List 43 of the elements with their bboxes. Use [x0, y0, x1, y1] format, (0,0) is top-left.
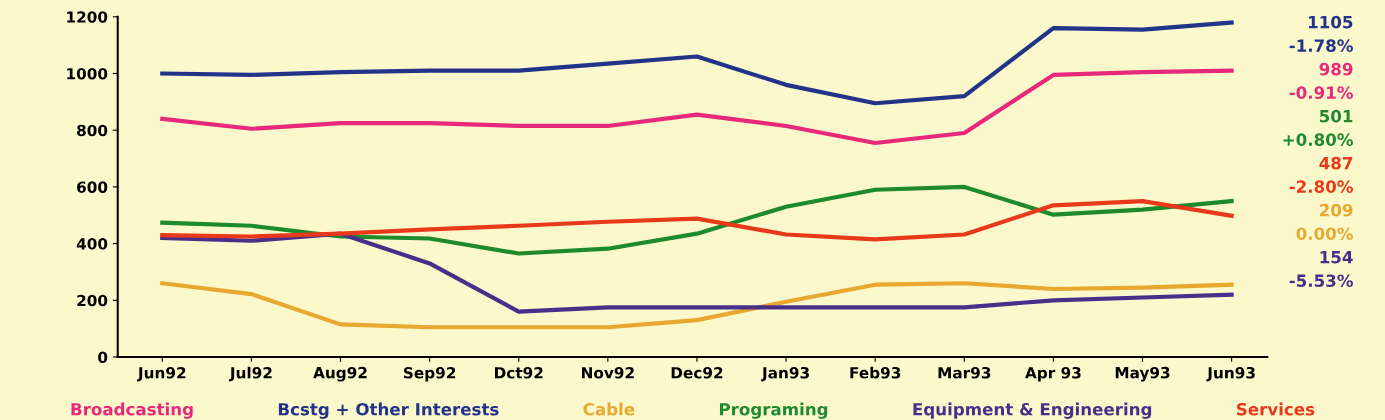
x-tick-label: Sep92 — [403, 366, 456, 382]
text: Equipment & Engineering — [913, 402, 1152, 419]
text: Bcstg + Other Interests — [278, 402, 499, 419]
text: Broadcasting — [71, 402, 193, 419]
x-tick-label: Dct92 — [494, 366, 543, 379]
text: -0.91% — [1289, 86, 1353, 99]
line-series — [160, 20, 1234, 106]
y-tick-label: 200 — [77, 294, 108, 307]
text: 487 — [1319, 156, 1353, 170]
text: Services — [1237, 402, 1315, 416]
x-tick-label: Jul92 — [229, 366, 272, 382]
x-tick-label: Jun93 — [1206, 366, 1255, 382]
x-tick-label: Nov92 — [582, 366, 634, 379]
line-series — [160, 198, 1234, 242]
x-tick-label: Jan93 — [761, 366, 809, 382]
y-tick-label: 0 — [98, 351, 108, 364]
x-tick-label: Feb93 — [850, 366, 901, 379]
y-tick-label: 1200 — [67, 11, 108, 23]
x-tick-label: Aug92 — [313, 366, 367, 382]
text: Programing — [719, 402, 828, 419]
text: 1105 — [1308, 15, 1353, 29]
text: -2.80% — [1289, 180, 1353, 193]
x-tick-label: Apr 93 — [1025, 366, 1081, 382]
text: 989 — [1319, 62, 1353, 76]
text: -1.78% — [1289, 39, 1353, 52]
text: Cable — [583, 402, 635, 416]
line-series — [160, 184, 1234, 256]
x-tick-label: Mar93 — [938, 366, 991, 379]
y-tick-label: 400 — [76, 238, 108, 250]
line-series — [160, 281, 1234, 330]
text: 501 — [1319, 109, 1353, 123]
x-tick-label: Dec92 — [671, 366, 723, 379]
y-tick-label: 600 — [77, 181, 108, 193]
text: -5.53% — [1289, 274, 1353, 287]
text: 0.00% — [1296, 227, 1353, 240]
text: 209 — [1320, 203, 1353, 217]
text: 154 — [1320, 251, 1353, 264]
text: +0.80% — [1283, 133, 1353, 146]
y-tick-label: 1000 — [67, 67, 108, 80]
x-tick-label: Jun92 — [137, 366, 186, 382]
line-series — [160, 68, 1234, 146]
x-tick-label: May93 — [1115, 366, 1170, 382]
y-tick-label: 800 — [77, 124, 108, 137]
